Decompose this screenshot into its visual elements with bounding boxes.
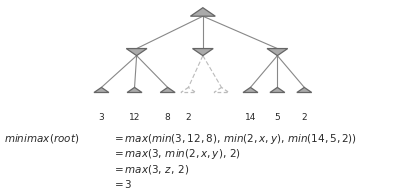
Text: $= \mathit{max}(\mathit{min}(3, 12, 8),\, \mathit{min}(2, x, y),\, \mathit{min}(: $= \mathit{max}(\mathit{min}(3, 12, 8),\… [112, 132, 356, 146]
Text: 12: 12 [128, 113, 140, 122]
Text: $= \mathit{max}(3,\, z,\, 2)$: $= \mathit{max}(3,\, z,\, 2)$ [112, 163, 188, 176]
Polygon shape [192, 49, 213, 56]
Text: 5: 5 [274, 113, 280, 122]
Text: 3: 3 [98, 113, 104, 122]
Text: $= \mathit{max}(3,\, \mathit{min}(2, x, y),\, 2)$: $= \mathit{max}(3,\, \mathit{min}(2, x, … [112, 147, 240, 161]
Polygon shape [126, 49, 147, 56]
Text: 2: 2 [185, 113, 191, 122]
Polygon shape [296, 87, 311, 92]
Text: 2: 2 [301, 113, 306, 122]
Polygon shape [269, 87, 284, 92]
Polygon shape [266, 49, 287, 56]
Polygon shape [242, 87, 257, 92]
Text: 14: 14 [244, 113, 256, 122]
Text: $\mathit{minimax}(\mathit{root})$: $\mathit{minimax}(\mathit{root})$ [4, 132, 79, 145]
Text: 8: 8 [164, 113, 170, 122]
Polygon shape [190, 8, 215, 16]
Polygon shape [94, 87, 109, 92]
Polygon shape [160, 87, 175, 92]
Text: $= 3$: $= 3$ [112, 178, 132, 189]
Polygon shape [127, 87, 142, 92]
Polygon shape [180, 87, 195, 92]
Polygon shape [214, 87, 228, 92]
